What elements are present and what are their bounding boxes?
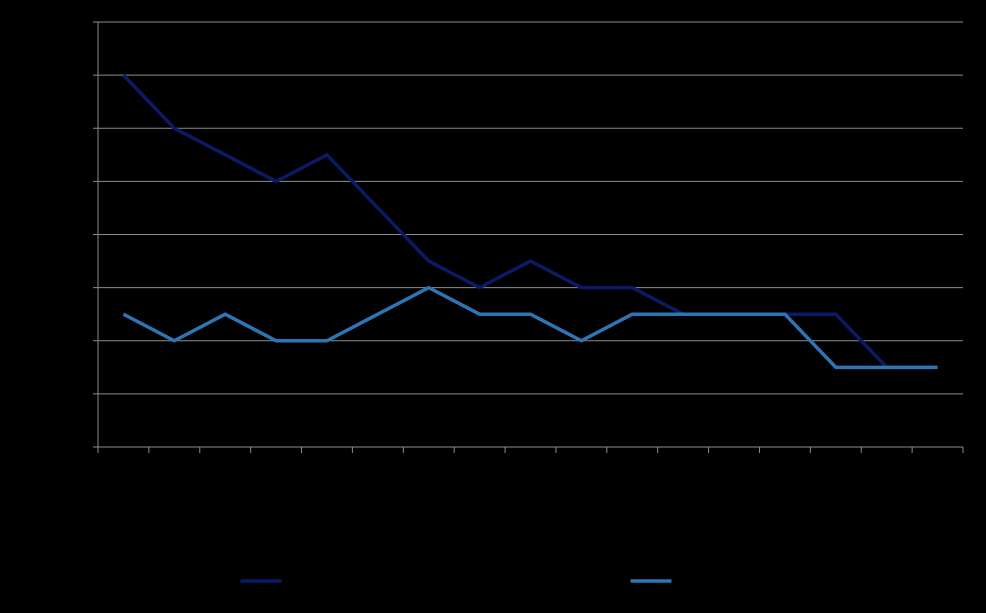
series-line — [122, 285, 938, 370]
series-line — [122, 73, 938, 370]
